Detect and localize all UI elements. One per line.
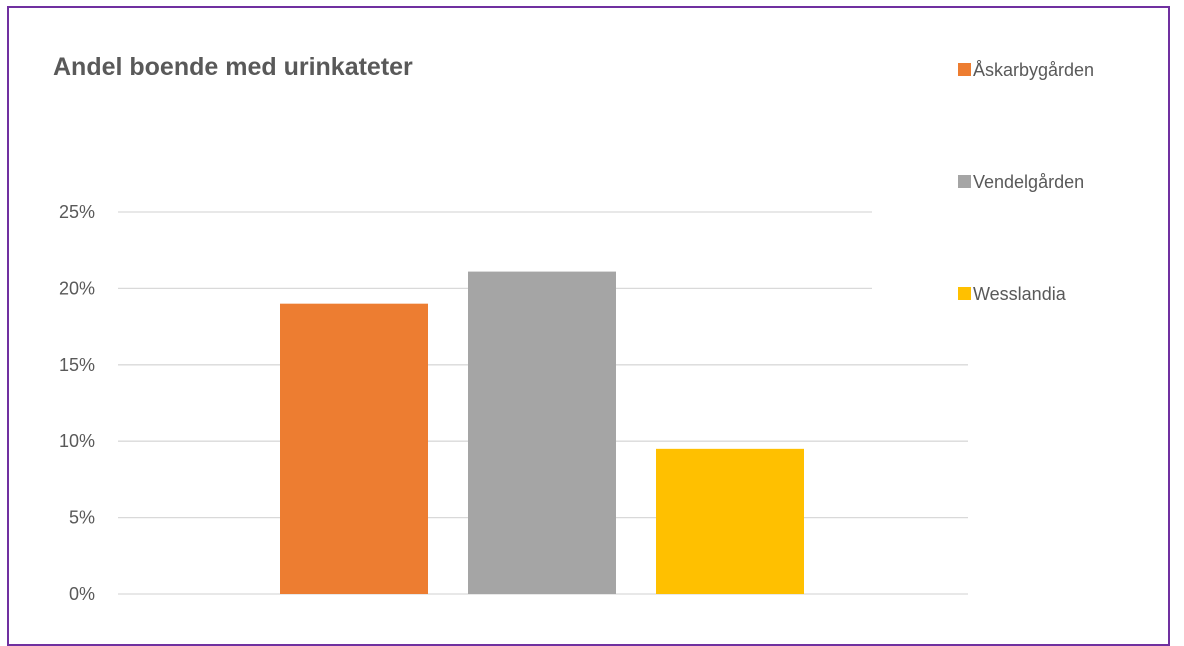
y-tick-label: 10%	[59, 431, 95, 451]
legend-item: Vendelgården	[958, 172, 1084, 192]
legend-swatch	[958, 287, 971, 300]
y-tick-label: 15%	[59, 355, 95, 375]
legend-label: Vendelgården	[973, 172, 1084, 192]
bars	[280, 271, 804, 594]
chart-title: Andel boende med urinkateter	[53, 53, 413, 81]
y-tick-label: 25%	[59, 202, 95, 222]
legend: Åskarbygården Vendelgården Wesslandia	[958, 60, 1094, 304]
legend-label: Wesslandia	[973, 284, 1067, 304]
y-axis-ticks: 0% 5% 10% 15% 20% 25%	[59, 202, 95, 604]
legend-label: Åskarbygården	[973, 60, 1094, 80]
bar-chart: Andel boende med urinkateter 0% 5% 10% 15% 2…	[53, 53, 1094, 604]
y-tick-label: 0%	[69, 584, 95, 604]
bar-vendelg-rden	[468, 271, 616, 594]
legend-swatch	[958, 63, 971, 76]
legend-swatch	[958, 175, 971, 188]
bar-wesslandia	[656, 448, 804, 594]
y-tick-label: 20%	[59, 278, 95, 298]
legend-item: Wesslandia	[958, 284, 1067, 304]
legend-item: Åskarbygården	[958, 60, 1094, 80]
bar--skarbyg-rden	[280, 303, 428, 594]
y-tick-label: 5%	[69, 508, 95, 528]
